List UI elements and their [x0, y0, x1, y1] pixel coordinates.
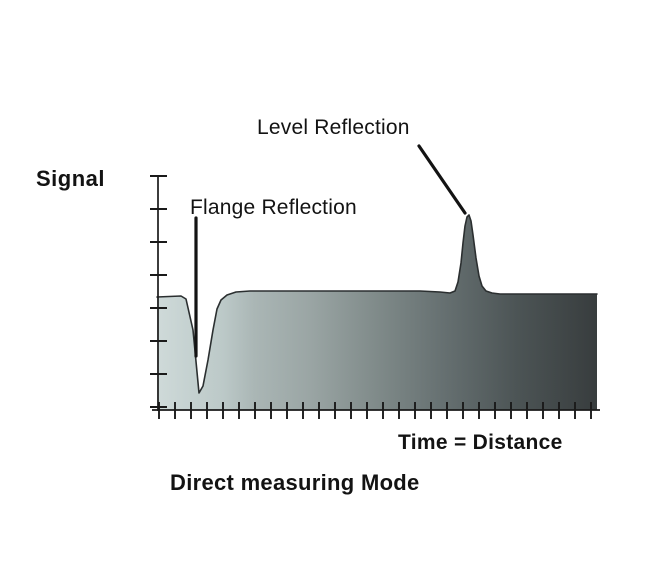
y-axis-label: Signal	[36, 166, 106, 191]
echo-left-block	[157, 296, 199, 410]
level-reflection-leader-line	[417, 144, 467, 215]
figure-caption: Direct measuring Mode	[170, 470, 420, 495]
x-axis-label: Time = Distance	[398, 431, 563, 454]
annotation-flange-reflection: Flange Reflection	[190, 196, 357, 219]
echo-envelope-trace	[156, 214, 598, 394]
chart-axes	[152, 175, 600, 411]
x-axis-ticks	[158, 402, 592, 419]
echo-main-body	[199, 215, 597, 410]
echo-envelope-fill	[157, 215, 597, 410]
annotation-level-reflection: Level Reflection	[257, 116, 410, 139]
